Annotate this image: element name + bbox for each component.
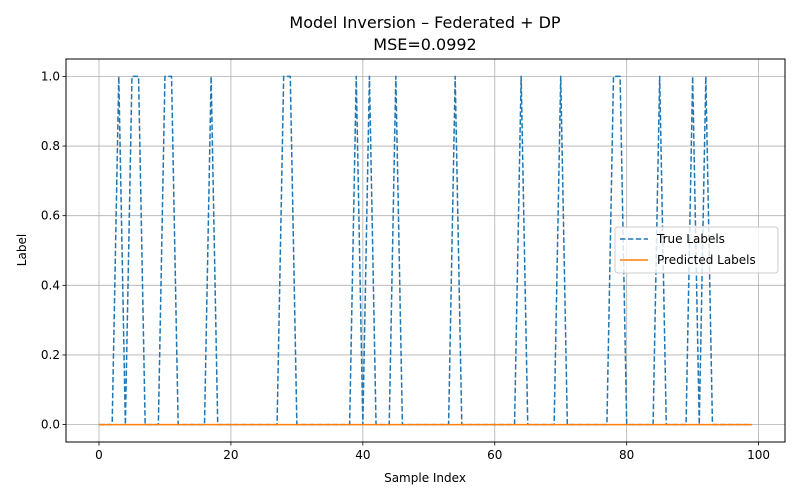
y-tick-label: 0.2 bbox=[41, 348, 60, 362]
x-tick-label: 80 bbox=[619, 448, 634, 462]
ticks: 0 20 40 60 80 100 0.0 0.2 0.4 0.6 0.8 1.0 bbox=[41, 69, 770, 462]
legend-box bbox=[614, 226, 779, 274]
y-tick-label: 0.0 bbox=[41, 418, 60, 432]
legend-label: True Labels bbox=[656, 232, 725, 246]
y-tick-label: 0.6 bbox=[41, 209, 60, 223]
axes-frame bbox=[65, 58, 786, 443]
plot-lines bbox=[98, 75, 753, 426]
x-tick-label: 0 bbox=[95, 448, 103, 462]
y-tick-label: 0.4 bbox=[41, 278, 60, 292]
chart-subtitle: MSE=0.0992 bbox=[373, 35, 476, 54]
legend: True Labels Predicted Labels bbox=[614, 226, 779, 274]
chart-title: Model Inversion – Federated + DP bbox=[289, 13, 560, 32]
y-tick-label: 0.8 bbox=[41, 139, 60, 153]
x-tick-label: 100 bbox=[747, 448, 770, 462]
x-axis-label: Sample Index bbox=[384, 471, 466, 485]
legend-label: Predicted Labels bbox=[657, 253, 756, 267]
y-axis-label: Label bbox=[15, 234, 29, 266]
x-tick-label: 20 bbox=[223, 448, 238, 462]
x-tick-label: 40 bbox=[355, 448, 370, 462]
y-tick-label: 1.0 bbox=[41, 69, 60, 83]
x-tick-label: 60 bbox=[487, 448, 502, 462]
